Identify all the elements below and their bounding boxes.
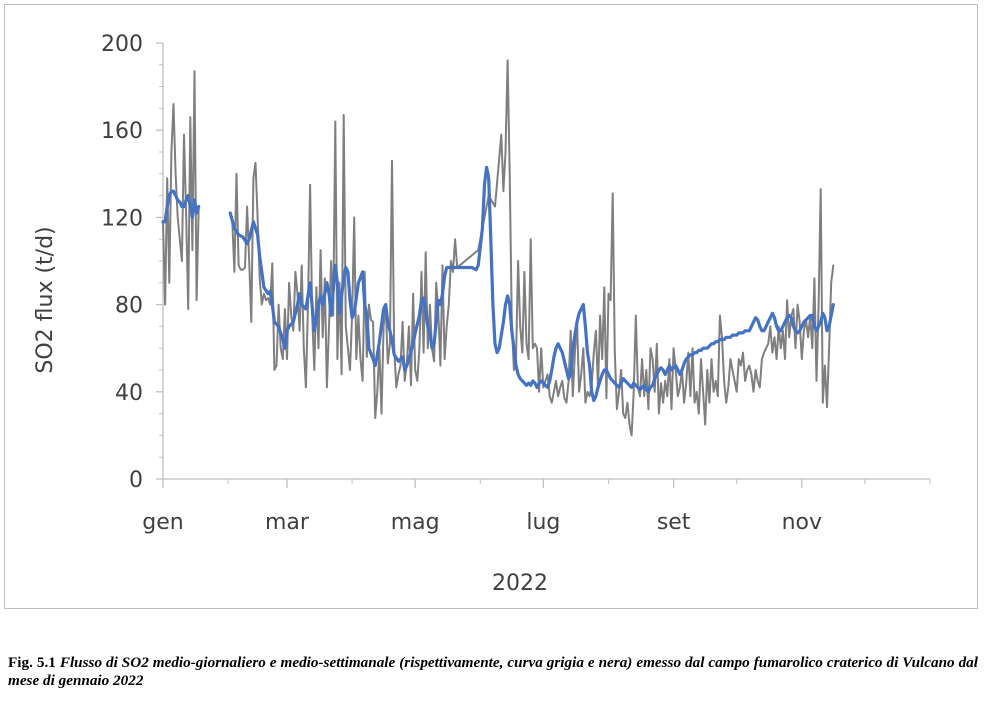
daily-series-line-1 [162,70,200,310]
figure-caption: Fig. 5.1 Flusso di SO2 medio-giornaliero… [8,654,978,690]
y-tick-label: 80 [115,294,143,319]
y-tick-label: 120 [101,206,143,231]
y-tick-label: 40 [115,381,143,406]
daily-series-line-2 [229,59,835,437]
x-tick-label-mar: mar [265,510,310,535]
weekly-series-line-1 [161,189,201,224]
x-tick-label-lug: lug [526,510,560,535]
weekly-series-line-2 [228,165,835,403]
y-axis-title: SO2 flux (t/d) [33,226,58,373]
so2-flux-chart: 0 40 80 120 160 200 gen mar mag lug set nov SO2 flu… [33,32,931,596]
y-tick-label: 200 [101,32,143,57]
x-tick-label-mag: mag [391,510,440,535]
y-tick-label: 0 [129,468,143,493]
y-tick-label: 160 [101,119,143,144]
x-tick-label-gen: gen [142,510,183,535]
x-tick-label-set: set [657,510,691,535]
caption-text: Flusso di SO2 medio-giornaliero e medio-… [8,654,978,689]
caption-label: Fig. 5.1 [8,654,56,671]
x-axis-title: 2022 [492,571,548,596]
x-tick-label-nov: nov [782,510,822,535]
